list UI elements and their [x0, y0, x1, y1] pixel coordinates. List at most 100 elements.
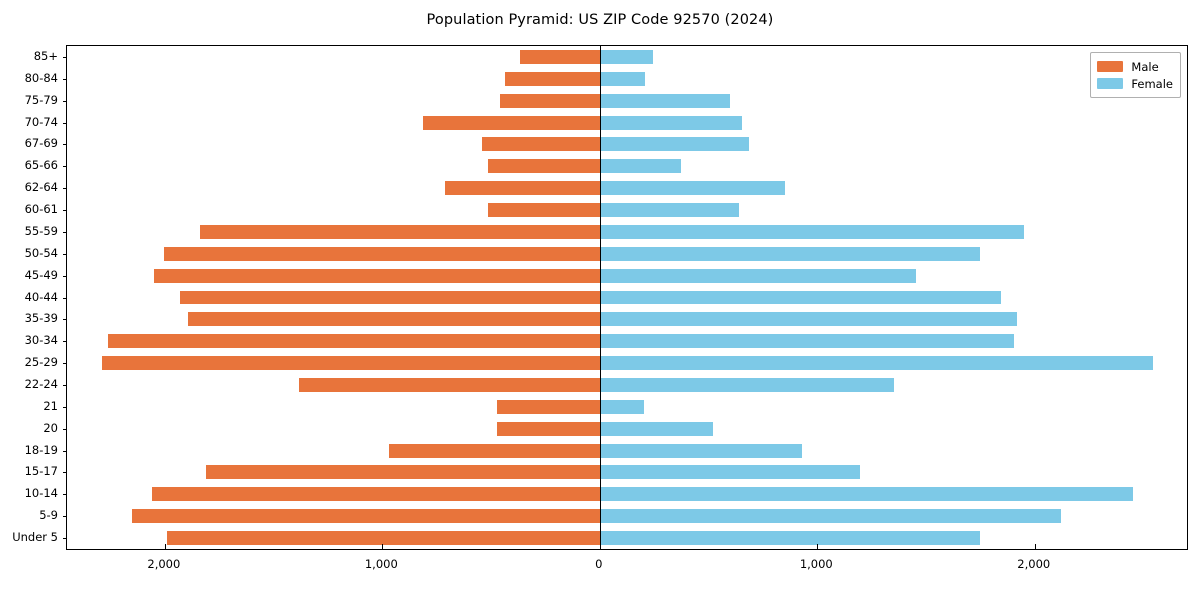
pyramid-row: [67, 421, 1187, 436]
y-axis-tick-label: 5-9: [39, 508, 58, 523]
y-axis-tick-label: 80-84: [24, 70, 58, 85]
pyramid-row: [67, 268, 1187, 283]
bar-female: [599, 137, 749, 152]
zero-axis-line: [599, 46, 602, 549]
y-axis-tick-label: 21: [43, 398, 58, 413]
bar-female: [599, 268, 917, 283]
y-axis-tick-label: 40-44: [24, 289, 58, 304]
bar-female: [599, 224, 1024, 239]
plot-area: Male Female: [63, 45, 1188, 550]
y-axis-tick-label: 10-14: [24, 486, 58, 501]
y-axis-tick-label: 30-34: [24, 333, 58, 348]
bar-male: [445, 181, 600, 196]
y-tick-mark: [63, 166, 67, 168]
x-tick-mark: [599, 544, 601, 549]
y-axis-tick-label: 70-74: [24, 114, 58, 129]
bar-male: [499, 93, 600, 108]
x-tick-mark: [1034, 544, 1036, 549]
y-axis-tick-label: 15-17: [24, 464, 58, 479]
y-axis-tick-label: 50-54: [24, 245, 58, 260]
pyramid-row: [67, 290, 1187, 305]
y-tick-mark: [63, 319, 67, 321]
y-tick-mark: [63, 78, 67, 80]
x-axis-tick-label: 1,000: [799, 557, 833, 571]
bar-female: [599, 465, 860, 480]
bar-female: [599, 334, 1015, 349]
x-tick-mark: [164, 544, 166, 549]
bar-male: [496, 421, 600, 436]
y-tick-mark: [63, 56, 67, 58]
bar-female: [599, 356, 1154, 371]
plot-inner: [63, 46, 1187, 549]
bar-male: [298, 377, 600, 392]
pyramid-row: [67, 334, 1187, 349]
bar-male: [180, 290, 600, 305]
y-tick-mark: [63, 363, 67, 365]
bar-male: [153, 268, 600, 283]
bar-male: [199, 224, 600, 239]
legend-item-male: Male: [1097, 58, 1173, 75]
bar-male: [132, 509, 600, 524]
pyramid-row: [67, 399, 1187, 414]
y-axis-tick-label: 55-59: [24, 223, 58, 238]
bar-male: [482, 137, 600, 152]
pyramid-row: [67, 93, 1187, 108]
pyramid-row: [67, 465, 1187, 480]
y-tick-mark: [63, 231, 67, 233]
y-tick-mark: [63, 253, 67, 255]
bar-female: [599, 71, 646, 86]
bar-female: [599, 487, 1133, 502]
pyramid-row: [67, 224, 1187, 239]
y-axis-tick-label: 85+: [33, 48, 58, 63]
bar-male: [108, 334, 600, 349]
pyramid-row: [67, 487, 1187, 502]
legend-swatch-male: [1097, 61, 1124, 72]
bar-male: [487, 159, 600, 174]
y-tick-mark: [63, 341, 67, 343]
bar-female: [599, 203, 739, 217]
chart-legend: Male Female: [1090, 52, 1181, 98]
bar-female: [599, 93, 731, 108]
bar-male: [388, 443, 600, 458]
x-axis-tick-label: 1,000: [364, 557, 398, 571]
y-tick-mark: [63, 188, 67, 190]
bar-male: [422, 115, 600, 130]
bar-male: [206, 465, 600, 480]
pyramid-row: [67, 246, 1187, 261]
bar-female: [599, 443, 803, 458]
y-tick-mark: [63, 472, 67, 474]
y-tick-mark: [63, 122, 67, 124]
y-axis-tick-label: 45-49: [24, 267, 58, 282]
x-tick-mark: [817, 544, 819, 549]
y-axis-tick-label: 18-19: [24, 442, 58, 457]
pyramid-row: [67, 71, 1187, 86]
pyramid-row: [67, 443, 1187, 458]
bar-male: [151, 487, 600, 502]
x-axis-tick-label: 2,000: [1017, 557, 1051, 571]
y-tick-mark: [63, 494, 67, 496]
chart-title: Population Pyramid: US ZIP Code 92570 (2…: [426, 12, 774, 28]
bar-male: [163, 246, 600, 261]
pyramid-row: [67, 377, 1187, 392]
bar-female: [599, 115, 743, 130]
bar-female: [599, 509, 1061, 524]
bar-female: [599, 159, 682, 174]
bar-female: [599, 290, 1002, 305]
y-tick-mark: [63, 384, 67, 386]
x-tick-mark: [382, 544, 384, 549]
pyramid-row: [67, 203, 1187, 217]
legend-swatch-female: [1097, 78, 1124, 89]
y-axis-tick-label: 22-24: [24, 376, 58, 391]
y-axis-tick-label: 20: [43, 420, 58, 435]
y-tick-mark: [63, 144, 67, 146]
y-tick-mark: [63, 100, 67, 102]
pyramid-row: [67, 137, 1187, 152]
bar-male: [101, 356, 600, 371]
y-tick-mark: [63, 428, 67, 430]
legend-label-male: Male: [1131, 59, 1159, 74]
pyramid-row: [67, 531, 1187, 546]
y-axis-tick-label: 60-61: [24, 202, 58, 217]
pyramid-row: [67, 181, 1187, 196]
y-axis-tick-label: 75-79: [24, 92, 58, 107]
y-axis-tick-label: 25-29: [24, 355, 58, 370]
